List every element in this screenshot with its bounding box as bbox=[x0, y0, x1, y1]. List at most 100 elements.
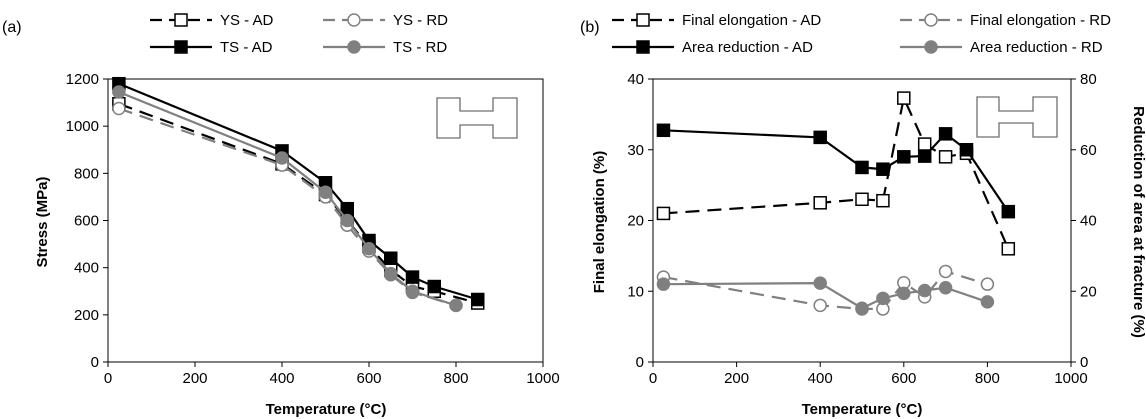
panel-b-x-tick-label: 200 bbox=[724, 370, 749, 387]
panel-label-b: (b) bbox=[580, 19, 600, 36]
panel-a-y-tick-label: 800 bbox=[74, 165, 99, 182]
panel-b-data-point-final-elongation-rd bbox=[938, 264, 953, 279]
panel-a-y-tick-label: 0 bbox=[91, 354, 99, 371]
panel-b-x-axis-title: Temperature (°C) bbox=[802, 401, 923, 418]
panel-a-data-point-ts-rd bbox=[112, 85, 126, 99]
panel-a-data-point-ts-ad bbox=[384, 251, 398, 265]
panel-a-x-tick-label: 400 bbox=[269, 370, 294, 387]
panel-b-data-point-area-reduction-ad bbox=[1001, 204, 1016, 219]
panel-a-x-tick-label: 200 bbox=[182, 370, 207, 387]
panel-a-data-point-ys-rd bbox=[112, 101, 126, 116]
panel-b-data-point-final-elongation-ad bbox=[855, 192, 869, 207]
panel-a-y-tick-label: 1000 bbox=[66, 118, 99, 135]
panel-b-data-point-area-reduction-ad bbox=[897, 150, 911, 164]
panel-b-y-tick-label: 30 bbox=[627, 142, 644, 159]
panel-a-legend-swatch-marker bbox=[347, 13, 361, 27]
panel-b-data-point-area-reduction-ad bbox=[959, 143, 974, 157]
panel-b-data-point-final-elongation-ad bbox=[813, 196, 827, 210]
panel-b-legend-swatch-marker bbox=[636, 13, 650, 27]
panel-b-data-point-final-elongation-ad bbox=[1001, 242, 1016, 256]
panel-a-x-tick-label: 0 bbox=[104, 370, 112, 387]
panel-a-data-point-ts-ad bbox=[427, 279, 441, 294]
panel-b-data-point-area-reduction-ad bbox=[813, 130, 827, 145]
panel-a-plot-frame bbox=[107, 78, 544, 363]
panel-b-data-point-final-elongation-ad bbox=[876, 193, 890, 208]
panel-a-data-point-ts-rd bbox=[318, 185, 333, 199]
panel-b-y2-tick-label: 0 bbox=[1080, 354, 1088, 371]
panel-a-data-point-ts-rd bbox=[275, 151, 289, 165]
panel-b-legend-swatch-marker bbox=[924, 40, 938, 54]
panel-b-data-point-area-reduction-rd bbox=[897, 286, 911, 301]
panel-b-legend-label: Final elongation - AD bbox=[682, 12, 821, 29]
panel-a-x-tick-label: 800 bbox=[443, 370, 468, 387]
panel-a-specimen-icon bbox=[436, 97, 518, 139]
panel-a-x-tick-label: 600 bbox=[356, 370, 381, 387]
panel-b-legend-swatch-marker bbox=[924, 13, 938, 27]
panel-b-data-point-final-elongation-rd bbox=[813, 298, 827, 313]
panel-b-data-point-area-reduction-rd bbox=[980, 295, 995, 309]
panel-b-legend-label: Area reduction - AD bbox=[682, 39, 813, 56]
panel-b-y-axis-title: Final elongation (%) bbox=[591, 151, 608, 294]
panel-b-data-point-area-reduction-ad bbox=[855, 160, 869, 175]
panel-a-series-line-ts-rd bbox=[118, 90, 457, 307]
panel-a-y-tick-label: 1200 bbox=[66, 71, 99, 88]
panel-b-data-point-final-elongation-ad bbox=[938, 150, 953, 164]
panel-a-y-tick-label: 200 bbox=[74, 307, 99, 324]
panel-a-data-point-ts-ad bbox=[340, 201, 354, 216]
panel-a-x-tick-label: 1000 bbox=[526, 370, 559, 387]
panel-b-data-point-area-reduction-ad bbox=[917, 149, 932, 163]
panel-b-data-point-final-elongation-ad bbox=[917, 137, 932, 151]
panel-label-a: (a) bbox=[2, 19, 22, 36]
panel-a-data-point-ts-rd bbox=[362, 242, 376, 256]
panel-a-y-axis-title: Stress (MPa) bbox=[34, 177, 51, 268]
panel-a-series-line-ys-rd bbox=[118, 107, 457, 307]
panel-a-y-tick-label: 600 bbox=[74, 213, 99, 230]
panel-b-data-point-area-reduction-ad bbox=[938, 127, 953, 141]
panel-a-data-point-ts-rd bbox=[449, 298, 463, 313]
panel-a-legend-label: TS - AD bbox=[220, 39, 273, 56]
panel-a-data-point-ts-rd bbox=[405, 284, 420, 298]
panel-b-y-tick-label: 40 bbox=[627, 71, 644, 88]
panel-b-plot-frame bbox=[652, 78, 1072, 363]
panel-a-y-tick-label: 400 bbox=[74, 260, 99, 277]
panel-b-data-point-area-reduction-ad bbox=[656, 123, 671, 138]
panel-a-legend-swatch-marker bbox=[174, 13, 188, 27]
panel-a-legend-label: YS - AD bbox=[220, 12, 274, 29]
panel-b-data-point-final-elongation-rd bbox=[980, 277, 995, 291]
panel-b-x-tick-label: 1000 bbox=[1054, 370, 1087, 387]
panel-a-data-point-ts-rd bbox=[384, 266, 398, 281]
panel-b-data-point-area-reduction-ad bbox=[876, 162, 890, 176]
panel-b-legend-swatch-marker bbox=[636, 40, 650, 54]
panel-b-y2-tick-label: 20 bbox=[1080, 283, 1097, 300]
panel-b-y2-axis-title: Reduction of area at fracture (%) bbox=[1130, 106, 1146, 338]
panel-b-y-tick-label: 0 bbox=[636, 354, 644, 371]
panel-b-legend-label: Area reduction - RD bbox=[970, 39, 1103, 56]
panel-b-data-point-area-reduction-rd bbox=[855, 301, 869, 315]
panel-a-legend-swatch-marker bbox=[174, 40, 188, 54]
panel-b-y2-tick-label: 40 bbox=[1080, 213, 1097, 230]
panel-b-series-line-final-elongation-ad bbox=[663, 94, 1010, 250]
panel-b-series-line-area-reduction-ad bbox=[663, 129, 1010, 213]
panel-a-data-point-ts-rd bbox=[340, 213, 354, 228]
panel-b-x-tick-label: 800 bbox=[975, 370, 1000, 387]
panel-b-y2-tick-label: 60 bbox=[1080, 142, 1097, 159]
panel-b-data-point-area-reduction-rd bbox=[938, 280, 953, 295]
panel-b-data-point-final-elongation-ad bbox=[897, 91, 911, 105]
panel-b-data-point-final-elongation-ad bbox=[656, 206, 671, 221]
panel-a-data-point-ts-ad bbox=[471, 292, 485, 307]
panel-b-x-tick-label: 600 bbox=[891, 370, 916, 387]
panel-a-data-point-ts-ad bbox=[405, 270, 420, 284]
panel-b-y-tick-label: 20 bbox=[627, 213, 644, 230]
panel-b-x-tick-label: 0 bbox=[649, 370, 657, 387]
panel-b-x-tick-label: 400 bbox=[808, 370, 833, 387]
panel-a-legend-label: YS - RD bbox=[393, 12, 448, 29]
panel-b-y-tick-label: 10 bbox=[627, 283, 644, 300]
panel-b-data-point-area-reduction-rd bbox=[876, 291, 890, 306]
panel-a-series-line-ys-ad bbox=[118, 102, 479, 305]
panel-a-x-axis-title: Temperature (°C) bbox=[266, 401, 387, 418]
panel-a-legend-swatch-marker bbox=[347, 40, 361, 54]
panel-b-legend-label: Final elongation - RD bbox=[970, 12, 1111, 29]
panel-b-specimen-icon bbox=[976, 96, 1058, 138]
panel-a-series-line-ts-ad bbox=[118, 82, 479, 301]
